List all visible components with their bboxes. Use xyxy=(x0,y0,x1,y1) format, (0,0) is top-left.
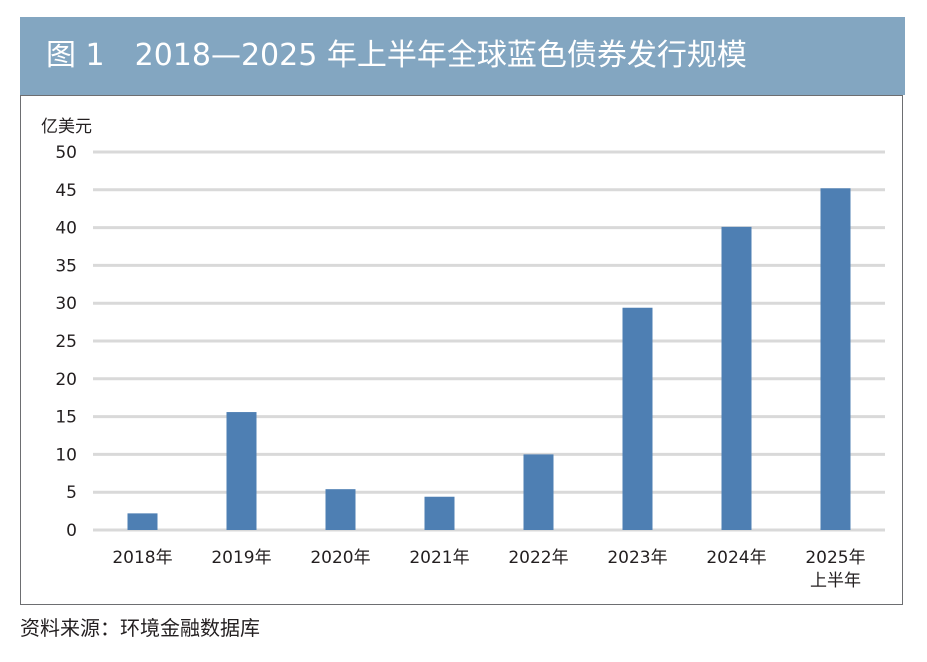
x-tick-label: 2023年 xyxy=(607,548,667,568)
bar xyxy=(127,513,158,530)
y-tick-label: 25 xyxy=(55,332,77,352)
y-tick-label: 35 xyxy=(55,256,77,276)
y-tick-label: 45 xyxy=(55,181,77,201)
y-tick-label: 50 xyxy=(55,143,77,163)
y-tick-label: 5 xyxy=(66,483,77,503)
bar xyxy=(820,188,851,530)
chart-title: 图 1 2018—2025 年上半年全球蓝色债券发行规模 xyxy=(46,38,747,73)
title-banner: 图 1 2018—2025 年上半年全球蓝色债券发行规模 xyxy=(20,17,905,95)
source-note: 资料来源：环境金融数据库 xyxy=(20,616,260,640)
bar xyxy=(523,454,554,530)
chart-frame: 0 5 10 15 20 25 30 35 40 45 50 2018年 2019年 2020年 2021… xyxy=(20,95,903,605)
bar xyxy=(325,489,356,530)
x-tick-label: 2022年 xyxy=(508,548,568,568)
grid-layer xyxy=(93,150,885,532)
x-tick-label: 2025年 xyxy=(805,548,865,568)
x-tick-labels: 2018年 2019年 2020年 2021年 2022年 2023年 2024年 2025年… xyxy=(112,548,865,591)
bar-layer xyxy=(127,188,851,530)
y-tick-label: 0 xyxy=(66,521,77,541)
bar-chart: 0 5 10 15 20 25 30 35 40 45 50 2018年 2019年 2020年 2021… xyxy=(41,117,885,591)
y-tick-labels: 0 5 10 15 20 25 30 35 40 45 50 xyxy=(55,143,77,541)
bar xyxy=(424,496,455,530)
x-tick-label: 2018年 xyxy=(112,548,172,568)
x-tick-label: 2020年 xyxy=(310,548,370,568)
y-tick-label: 15 xyxy=(55,408,77,428)
y-axis-label: 亿美元 xyxy=(41,117,92,137)
bar xyxy=(721,226,752,530)
y-tick-label: 30 xyxy=(55,294,77,314)
bar xyxy=(622,307,653,530)
y-tick-label: 20 xyxy=(55,370,77,390)
x-tick-label: 2024年 xyxy=(706,548,766,568)
x-tick-label: 2021年 xyxy=(409,548,469,568)
x-tick-label: 上半年 xyxy=(810,571,861,591)
x-tick-label: 2019年 xyxy=(211,548,271,568)
bar xyxy=(226,412,257,530)
y-tick-label: 40 xyxy=(55,219,77,239)
y-tick-label: 10 xyxy=(55,445,77,465)
